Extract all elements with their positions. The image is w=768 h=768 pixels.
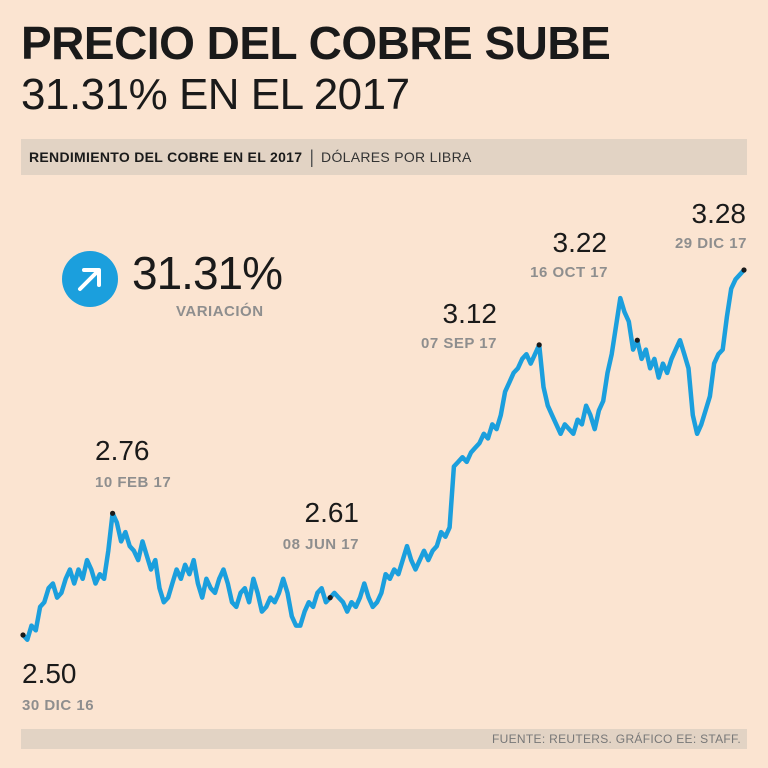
arrow-up-right-icon [62, 251, 118, 307]
label-date-end: 29 DIC 17 [675, 235, 747, 252]
label-value-sep: 3.12 [443, 298, 498, 329]
label-value-start: 2.50 [22, 658, 77, 689]
label-date-start: 30 DIC 16 [22, 697, 94, 714]
variation-value: 31.31% [132, 247, 283, 299]
variation-label: VARIACIÓN [176, 303, 264, 320]
series-line-copper-price [20, 267, 747, 642]
chart-header-band: RENDIMIENTO DEL COBRE EN EL 2017 | DÓLAR… [21, 139, 747, 175]
label-date-sep: 07 SEP 17 [421, 335, 497, 352]
band-unit: DÓLARES POR LIBRA [321, 149, 472, 165]
label-value-feb: 2.76 [95, 435, 150, 466]
label-value-oct: 3.22 [553, 227, 608, 258]
data-point-oct [634, 337, 640, 343]
label-date-oct: 16 OCT 17 [530, 264, 608, 281]
data-point-end [741, 267, 747, 273]
band-separator: | [309, 146, 315, 167]
data-point-jun [327, 595, 333, 601]
label-value-end: 3.28 [692, 198, 747, 229]
data-point-feb [110, 510, 116, 516]
data-point-start [20, 632, 26, 638]
data-point-sep [536, 342, 542, 348]
data-points [20, 267, 747, 638]
label-date-jun: 08 JUN 17 [283, 536, 359, 553]
chart-subtitle: 31.31% EN EL 2017 [21, 70, 410, 119]
chart-title: PRECIO DEL COBRE SUBE [21, 17, 611, 69]
label-value-jun: 2.61 [305, 497, 360, 528]
source-footer: FUENTE: REUTERS. GRÁFICO EE: STAFF. [21, 729, 747, 749]
band-label: RENDIMIENTO DEL COBRE EN EL 2017 [29, 149, 303, 165]
label-date-feb: 10 FEB 17 [95, 474, 171, 491]
